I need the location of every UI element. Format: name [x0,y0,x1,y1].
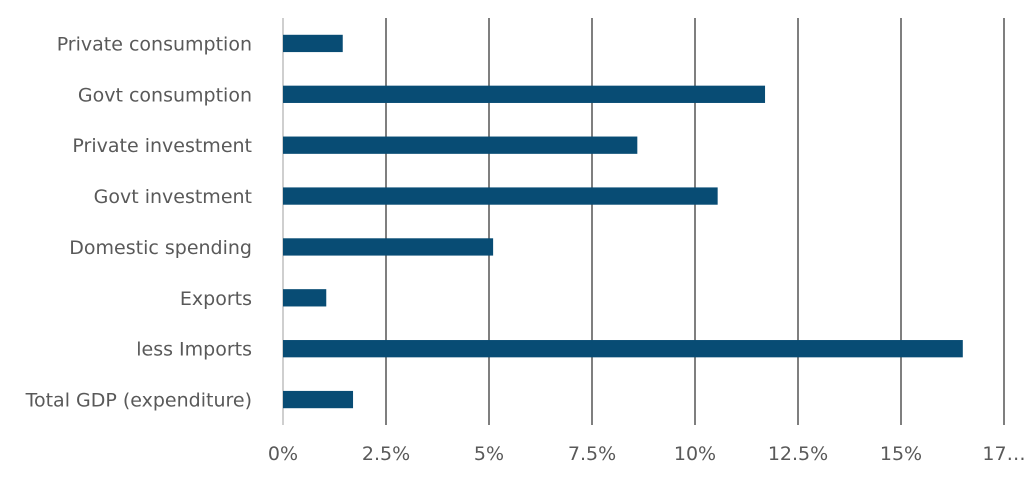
x-tick-label: 15% [880,443,922,465]
category-label: Domestic spending [69,237,252,259]
category-label: Govt consumption [78,84,252,106]
category-label: Private consumption [57,33,252,55]
gridlines [282,18,1005,425]
x-tick-label: 12.5% [768,443,828,465]
bar [283,136,638,154]
category-label: Total GDP (expenditure) [25,390,252,412]
category-label: Exports [180,288,252,310]
bar [283,34,343,53]
x-tick-label: 10% [674,443,716,465]
category-labels: Private consumption Govt consumption Priva… [25,33,252,411]
bar [283,289,327,307]
category-label: Govt investment [94,186,252,208]
x-tick-label: 5% [474,443,504,465]
x-tick-label: 2.5% [362,443,410,465]
bar [283,390,354,409]
x-tick-label: 0% [268,443,298,465]
x-tick-label: 7.5% [568,443,616,465]
category-label: less Imports [136,339,252,361]
bar [283,187,718,205]
x-tick-label: 17… [982,443,1024,465]
category-label: Private investment [72,135,252,157]
bar [283,340,963,358]
bar [283,85,766,103]
bar [283,238,494,256]
bars [283,34,963,409]
x-tick-labels: 0% 2.5% 5% 7.5% 10% 12.5% 15% 17… [268,443,1024,465]
